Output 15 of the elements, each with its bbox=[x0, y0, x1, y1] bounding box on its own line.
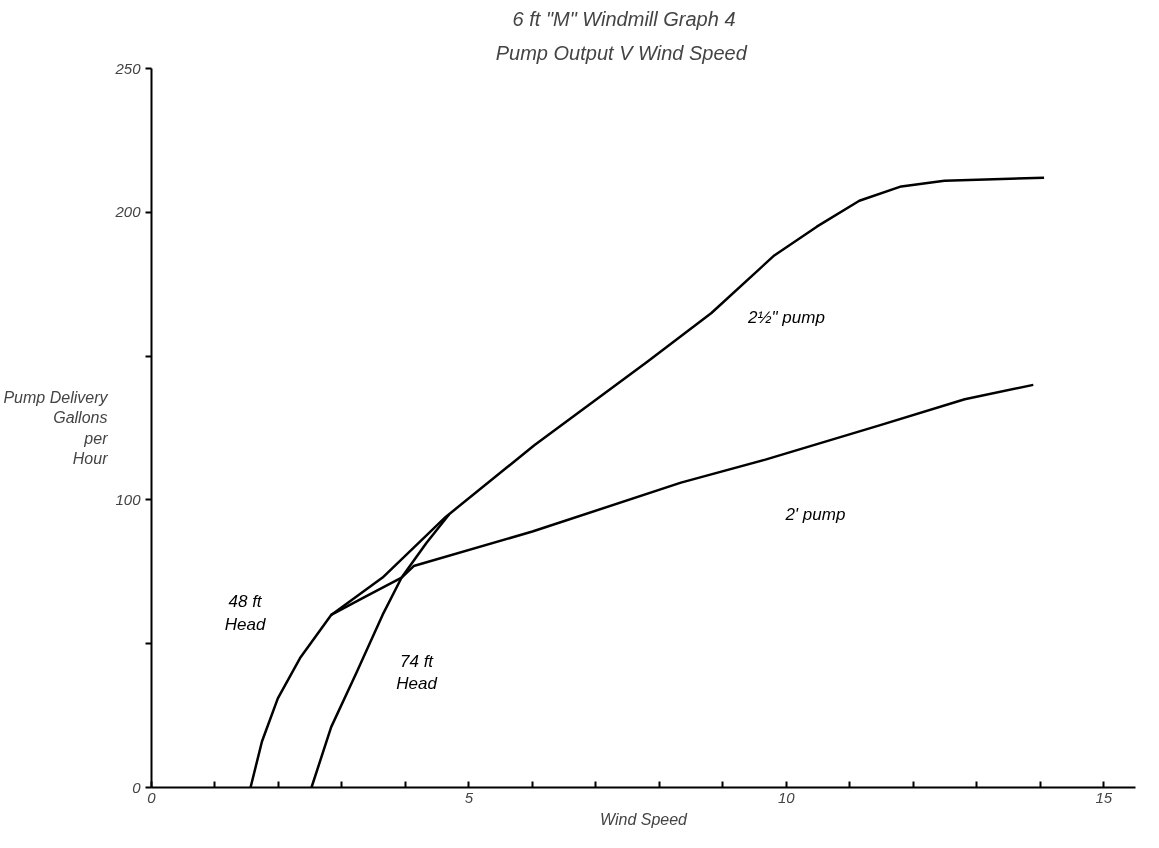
x-tick-label: 15 bbox=[1095, 788, 1113, 806]
y-tick-label: 100 bbox=[115, 490, 142, 508]
y-tick-label: 250 bbox=[114, 59, 142, 77]
annotation: 74 ft Head bbox=[396, 651, 438, 694]
annotation: 2½" pump bbox=[746, 308, 825, 328]
x-tick-label: 10 bbox=[778, 788, 796, 806]
annotation: 48 ft Head bbox=[224, 592, 266, 634]
x-axis-title: Wind Speed bbox=[599, 810, 689, 828]
x-tick-label: 5 bbox=[464, 788, 474, 806]
annotation: 2' pump bbox=[784, 505, 846, 525]
y-tick-label: 200 bbox=[114, 203, 142, 221]
y-axis-title: Pump Delivery Gallons per Hour bbox=[3, 388, 109, 468]
chart-title: 6 ft "M" Windmill Graph 4 bbox=[512, 7, 736, 30]
chart-subtitle: Pump Output V Wind Speed bbox=[495, 41, 748, 64]
x-tick-label: 0 bbox=[147, 788, 157, 806]
